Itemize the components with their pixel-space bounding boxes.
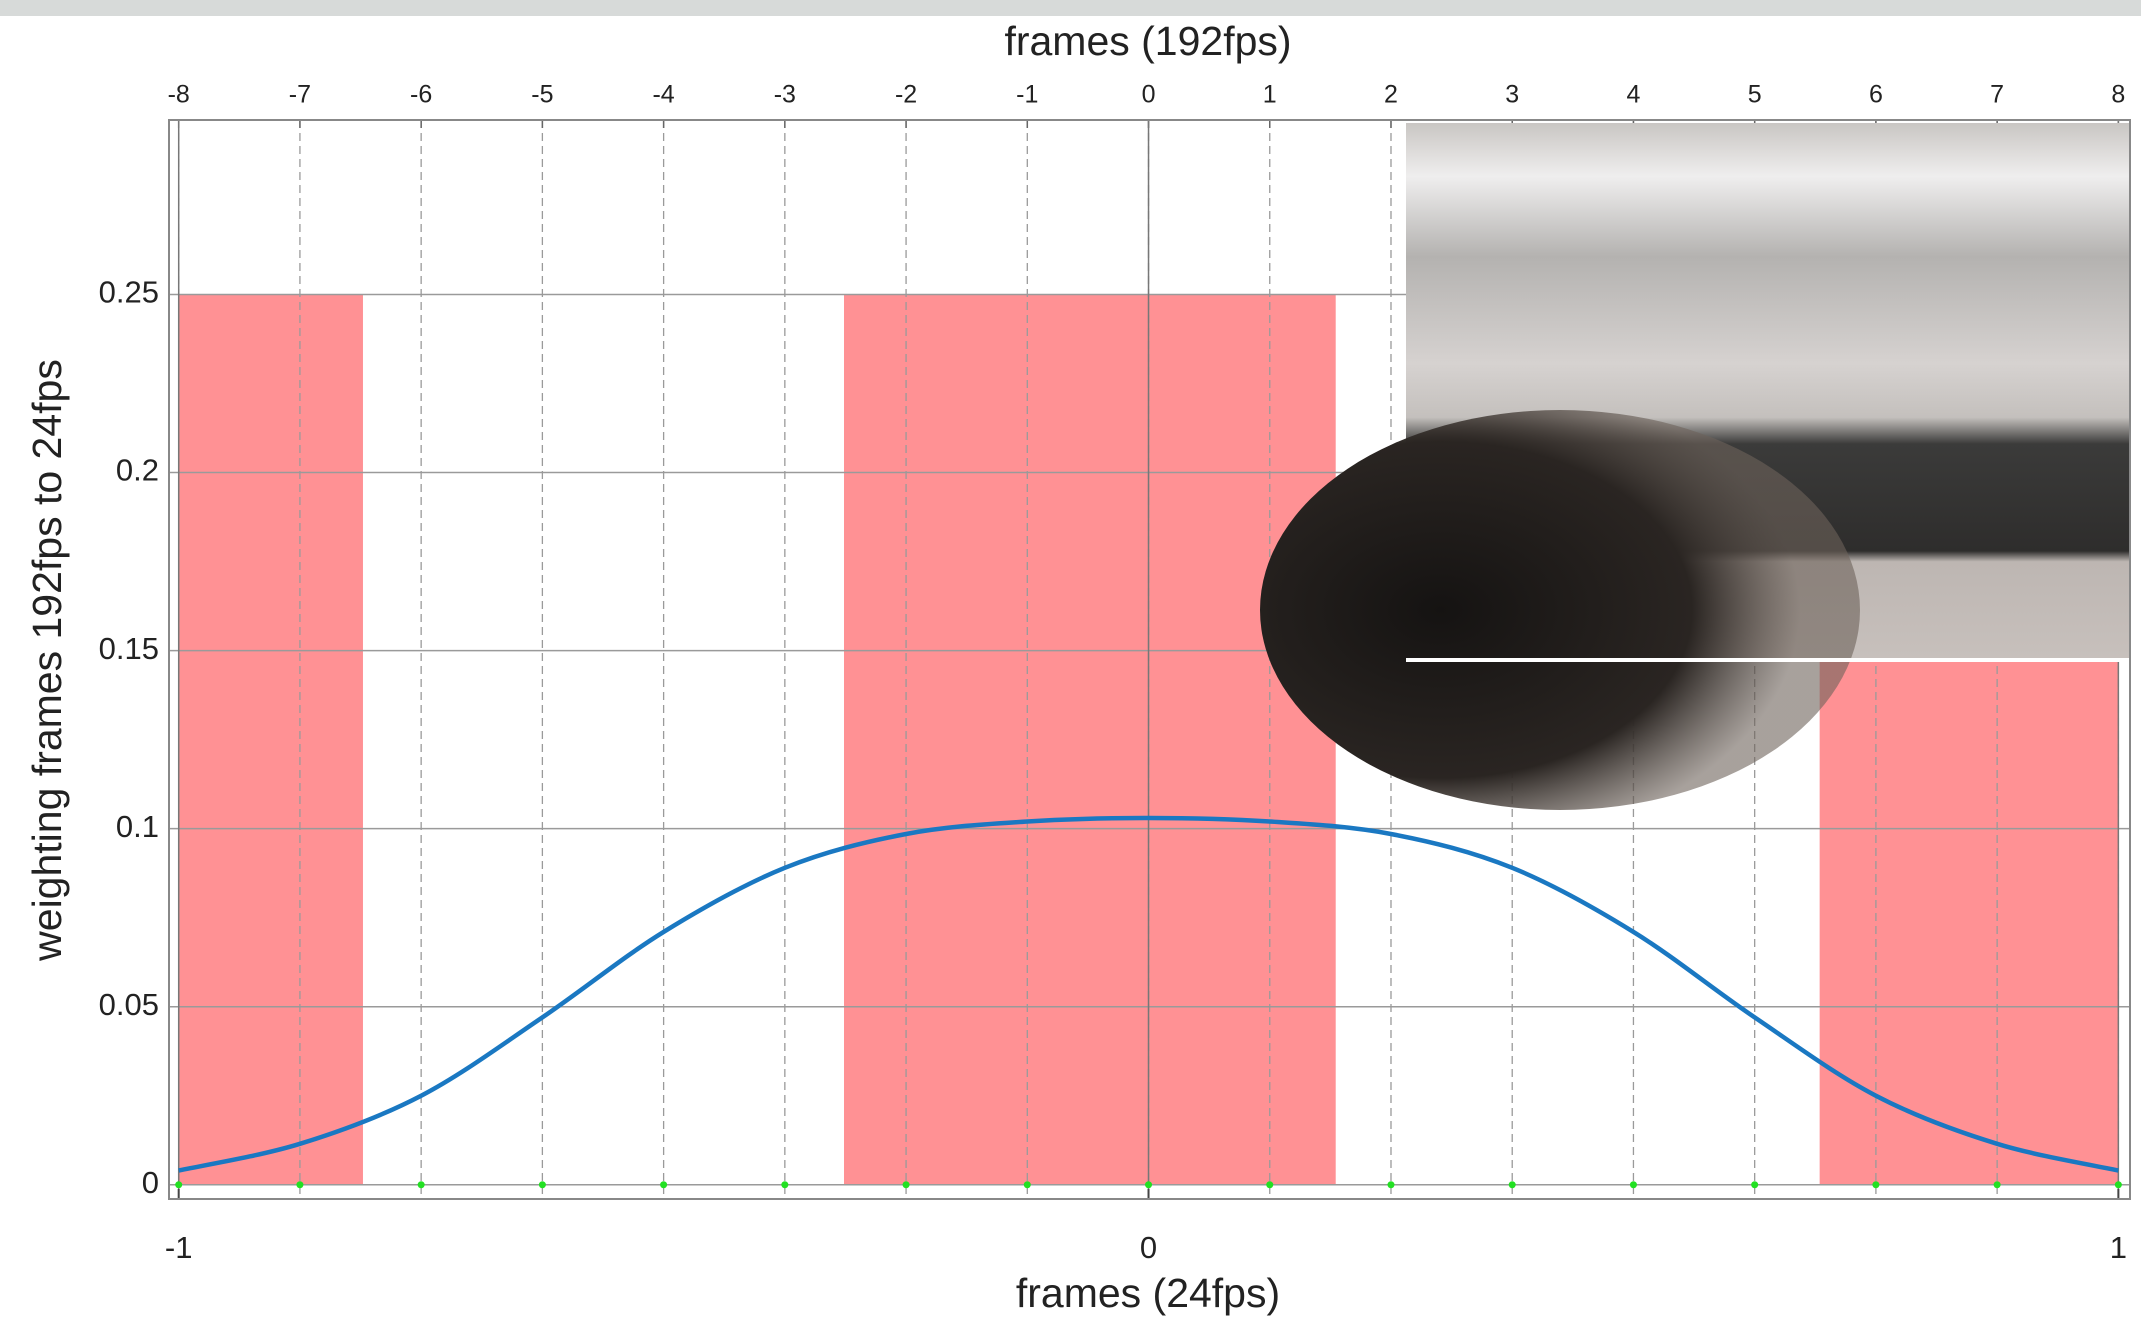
- point: [781, 1181, 788, 1188]
- y-tick-label: 0.2: [116, 453, 159, 488]
- y-tick-label: 0.15: [99, 631, 159, 666]
- y-tick-label: 0.05: [99, 987, 159, 1022]
- x-tick-label: 1: [2110, 1230, 2127, 1265]
- photo-subject: [1260, 410, 1860, 810]
- x2-tick-label: 5: [1748, 81, 1762, 109]
- point: [660, 1181, 667, 1188]
- x2-tick-label: -7: [289, 81, 311, 109]
- x2-axis-title: frames (192fps): [1004, 18, 1291, 64]
- x2-tick-label: 1: [1263, 81, 1277, 109]
- x2-tick-label: 6: [1869, 81, 1883, 109]
- point: [296, 1181, 303, 1188]
- x2-tick-label: -4: [652, 81, 674, 109]
- photo-edge: [1406, 658, 2130, 662]
- y-tick-label: 0.25: [99, 275, 159, 310]
- x-axis-title: frames (24fps): [1016, 1270, 1280, 1316]
- point: [903, 1181, 910, 1188]
- y-axis-title: weighting frames 192fps to 24fps: [24, 359, 70, 962]
- point: [418, 1181, 425, 1188]
- shade-band: [179, 294, 363, 1184]
- point: [175, 1181, 182, 1188]
- x2-tick-label: 0: [1142, 81, 1156, 109]
- x2-tick-label: -2: [895, 81, 917, 109]
- shade-band: [844, 294, 1336, 1184]
- x2-tick-label: 4: [1626, 81, 1640, 109]
- point: [1751, 1181, 1758, 1188]
- x2-tick-label: 8: [2111, 81, 2125, 109]
- x2-tick-label: -8: [168, 81, 190, 109]
- point: [1024, 1181, 1031, 1188]
- x-tick-label: 0: [1140, 1230, 1157, 1265]
- point: [1266, 1181, 1273, 1188]
- x2-tick-label: 7: [1990, 81, 2004, 109]
- point: [1630, 1181, 1637, 1188]
- x2-tick-label: 2: [1384, 81, 1398, 109]
- point: [539, 1181, 546, 1188]
- x2-tick-label: -3: [774, 81, 796, 109]
- point: [1387, 1181, 1394, 1188]
- point: [2115, 1181, 2122, 1188]
- y-tick-label: 0: [142, 1165, 159, 1200]
- x2-tick-label: 3: [1505, 81, 1519, 109]
- y-tick-label: 0.1: [116, 809, 159, 844]
- x2-tick-label: -6: [410, 81, 432, 109]
- top-bar: [0, 0, 2141, 16]
- x2-tick-label: -5: [531, 81, 553, 109]
- point: [1994, 1181, 2001, 1188]
- point: [1145, 1181, 1152, 1188]
- x2-tick-label: -1: [1016, 81, 1038, 109]
- chart: frames (192fps) frames (24fps) weighting…: [0, 0, 2141, 1327]
- x-tick-label: -1: [165, 1230, 193, 1265]
- point: [1872, 1181, 1879, 1188]
- point: [1509, 1181, 1516, 1188]
